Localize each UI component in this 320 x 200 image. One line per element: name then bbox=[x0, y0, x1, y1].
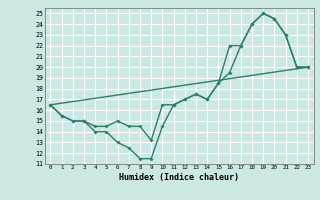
X-axis label: Humidex (Indice chaleur): Humidex (Indice chaleur) bbox=[119, 173, 239, 182]
